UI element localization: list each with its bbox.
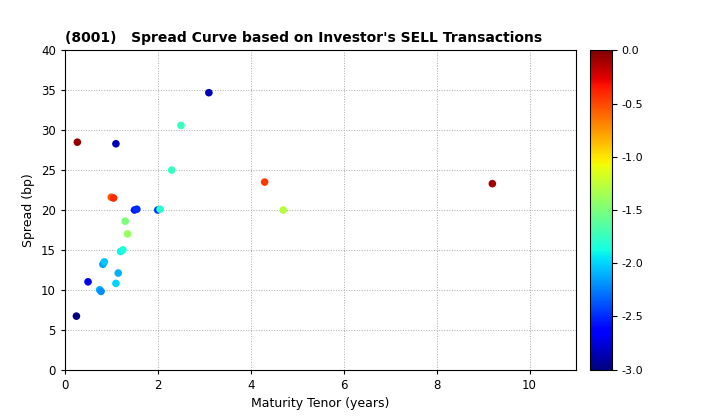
Point	[152, 207, 163, 213]
X-axis label: Maturity Tenor (years): Maturity Tenor (years)	[251, 397, 390, 410]
Point	[99, 258, 110, 265]
Point	[122, 231, 133, 237]
Point	[95, 288, 107, 295]
Point	[154, 206, 166, 213]
Point	[277, 207, 289, 213]
Point	[487, 180, 498, 187]
Point	[166, 167, 177, 173]
Point	[110, 140, 122, 147]
Point	[114, 248, 126, 255]
Point	[203, 89, 215, 96]
Point	[108, 194, 120, 201]
Point	[106, 194, 117, 201]
Point	[82, 278, 94, 285]
Point	[131, 206, 143, 213]
Point	[175, 122, 186, 129]
Point	[71, 313, 82, 320]
Point	[97, 261, 109, 268]
Text: (8001)   Spread Curve based on Investor's SELL Transactions: (8001) Spread Curve based on Investor's …	[65, 31, 542, 45]
Point	[112, 270, 124, 276]
Point	[117, 247, 129, 253]
Point	[129, 207, 140, 213]
Point	[71, 139, 83, 145]
Point	[110, 280, 122, 287]
Point	[120, 218, 131, 225]
Point	[94, 286, 105, 293]
Y-axis label: Spread (bp): Spread (bp)	[22, 173, 35, 247]
Point	[259, 178, 271, 185]
